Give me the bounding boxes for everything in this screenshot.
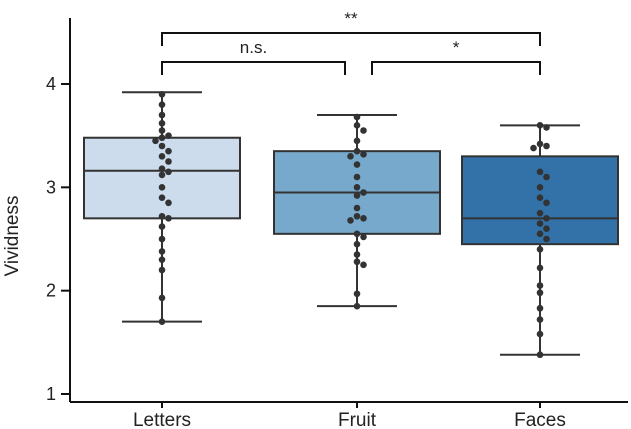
data-point (158, 256, 166, 263)
data-point (536, 168, 544, 176)
data-point (165, 147, 172, 155)
data-point (158, 212, 166, 220)
data-point (158, 101, 166, 108)
y-tick-label: 2 (46, 281, 56, 301)
x-tick-label: Letters (133, 410, 191, 429)
significance-bracket: ** (161, 9, 541, 46)
significance-label: n.s. (240, 38, 267, 57)
data-point (536, 194, 544, 201)
data-point (353, 192, 361, 199)
data-point (353, 230, 361, 238)
y-tick-label: 4 (46, 74, 56, 94)
data-point (158, 294, 166, 302)
data-point (158, 223, 166, 230)
data-point (353, 122, 361, 129)
data-point (158, 318, 166, 325)
data-point (158, 127, 166, 134)
data-point (360, 233, 367, 241)
data-point (158, 111, 166, 119)
axes: 1 2 3 4 Letters Fruit Faces (46, 18, 628, 429)
data-point (353, 302, 361, 310)
data-point (158, 235, 166, 243)
box-fruit (273, 113, 441, 310)
data-point (536, 230, 544, 238)
data-point (536, 351, 544, 359)
data-point (353, 161, 361, 168)
x-tick-label: Fruit (338, 410, 377, 429)
significance-brackets: n.s. *** (161, 9, 541, 75)
data-point (353, 184, 361, 191)
data-point (165, 199, 172, 207)
significance-label: ** (344, 9, 358, 28)
data-point (536, 209, 544, 217)
data-point (360, 189, 367, 196)
data-point (165, 158, 172, 165)
data-point (353, 204, 361, 212)
y-tick-label: 3 (46, 177, 56, 197)
data-point (158, 134, 166, 142)
significance-bracket: n.s. (161, 38, 346, 75)
data-point (158, 248, 166, 255)
data-point (360, 261, 367, 269)
data-point (360, 127, 367, 134)
data-point (536, 246, 544, 253)
data-point (158, 184, 166, 191)
data-point (158, 153, 166, 160)
data-point (543, 215, 550, 222)
data-point (360, 150, 367, 158)
data-point (543, 225, 550, 232)
boxes (83, 91, 619, 359)
data-point (353, 258, 361, 266)
data-point (158, 91, 166, 98)
data-point (536, 304, 544, 312)
bracket-line (161, 61, 346, 75)
data-point (543, 235, 550, 243)
data-point (536, 289, 544, 297)
data-point (158, 165, 166, 173)
data-point (353, 113, 361, 121)
box-faces (461, 122, 619, 359)
significance-label: * (453, 38, 460, 57)
data-point (353, 251, 361, 258)
significance-bracket: * (371, 38, 541, 75)
data-point (530, 144, 537, 152)
data-point (543, 142, 550, 150)
data-point (536, 140, 544, 148)
data-point (353, 212, 361, 220)
data-point (152, 137, 159, 145)
data-point (158, 266, 166, 274)
x-tick-label: Faces (514, 410, 566, 429)
data-point (158, 119, 166, 127)
data-point (347, 217, 354, 224)
data-point (353, 173, 361, 181)
data-point (158, 194, 166, 201)
data-point (536, 330, 544, 338)
bracket-line (161, 32, 541, 46)
data-point (353, 137, 361, 145)
y-axis-label: Vividness (2, 196, 23, 277)
data-point (353, 290, 361, 298)
data-point (536, 316, 544, 323)
data-point (165, 168, 172, 176)
data-point (536, 122, 544, 129)
data-point (543, 173, 550, 181)
data-point (543, 199, 550, 207)
box-letters (83, 91, 241, 325)
data-point (360, 215, 367, 222)
data-point (543, 124, 550, 131)
data-point (536, 264, 544, 272)
data-point (536, 220, 544, 227)
data-point (165, 132, 172, 139)
data-point (347, 153, 354, 160)
data-point (353, 240, 361, 248)
data-point (353, 147, 361, 155)
data-point (158, 142, 166, 150)
y-tick-label: 1 (46, 384, 56, 404)
data-point (536, 282, 544, 289)
data-point (536, 184, 544, 191)
data-point (158, 171, 166, 179)
bracket-line (371, 61, 541, 75)
data-point (165, 215, 172, 222)
